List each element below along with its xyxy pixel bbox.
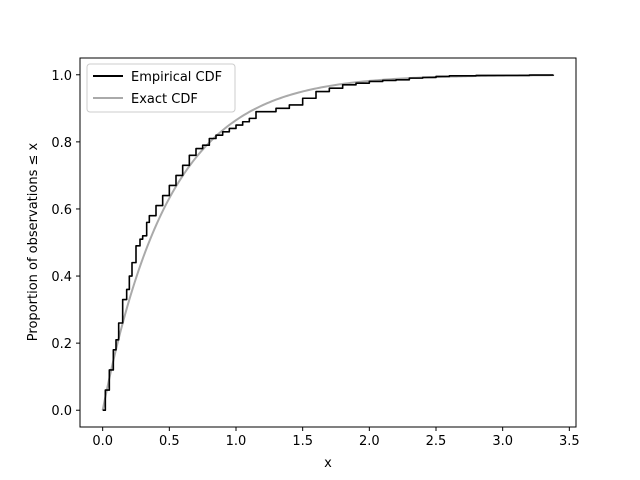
- x-axis-label: x: [324, 456, 332, 471]
- y-axis-label: Proportion of observations ≤ x: [26, 143, 41, 342]
- y-tick-label: 0.6: [51, 203, 72, 218]
- x-tick-label: 1.5: [292, 434, 313, 449]
- x-tick-label: 3.0: [492, 434, 513, 449]
- x-tick-label: 0.5: [159, 434, 180, 449]
- x-axis-ticks: 0.0 0.5 1.0 1.5 2.0 2.5 3.0 3.5: [92, 427, 580, 449]
- axes-frame: [79, 57, 577, 428]
- x-tick-label: 0.0: [92, 434, 113, 449]
- legend-label-exact: Exact CDF: [131, 92, 198, 107]
- y-tick-label: 1.0: [51, 69, 72, 84]
- x-tick-label: 3.5: [559, 434, 580, 449]
- plot-area: [101, 74, 555, 412]
- y-tick-label: 0.0: [51, 404, 72, 419]
- x-tick-label: 2.5: [426, 434, 447, 449]
- x-tick-label: 1.0: [226, 434, 247, 449]
- y-axis-ticks: 0.0 0.2 0.4 0.6 0.8 1.0: [51, 69, 80, 419]
- empirical-cdf-line: [102, 74, 555, 412]
- y-tick-label: 0.8: [51, 136, 72, 151]
- legend-box: [86, 63, 236, 113]
- x-tick-label: 2.0: [359, 434, 380, 449]
- legend-label-empirical: Empirical CDF: [131, 70, 222, 85]
- legend: Empirical CDF Exact CDF: [86, 63, 236, 113]
- y-tick-label: 0.4: [51, 270, 72, 285]
- y-tick-label: 0.2: [51, 337, 72, 352]
